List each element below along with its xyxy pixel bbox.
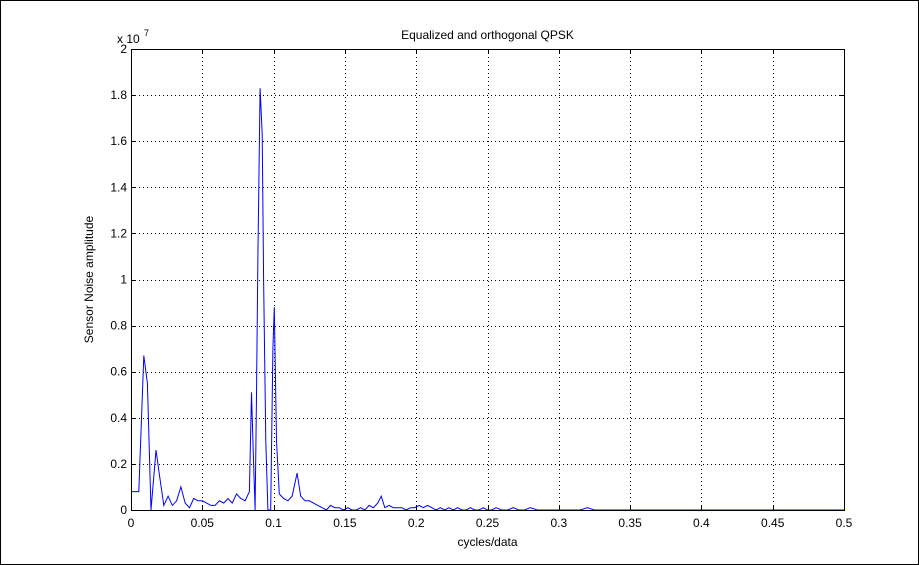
x-tick-labels: 0 0.05 0.1 0.15 0.2 0.25 0.3 0.35 0.4 0.45 0.5: [128, 516, 853, 530]
y-multiplier-exponent: 7: [144, 28, 149, 38]
x-tick-label: 0.1: [265, 516, 282, 530]
y-tick-label: 0.2: [110, 457, 127, 471]
y-tick-label: 1.8: [110, 88, 127, 102]
x-tick-label: 0.2: [408, 516, 425, 530]
y-multiplier-base: x 10: [117, 32, 140, 46]
y-tick-label: 1.4: [110, 180, 127, 194]
x-axis-label: cycles/data: [457, 535, 517, 549]
x-tick-label: 0.25: [476, 516, 500, 530]
y-tick-label: 0.8: [110, 319, 127, 333]
y-tick-label: 0.4: [110, 411, 127, 425]
x-tick-label: 0.05: [191, 516, 215, 530]
x-tick-label: 0.35: [618, 516, 642, 530]
y-tick-labels: 0 0.2 0.4 0.6 0.8 1 1.2 1.4 1.6 1.8 2: [110, 42, 127, 517]
y-tick-label: 1.6: [110, 134, 127, 148]
grid: [131, 49, 844, 510]
y-axis-label: Sensor Noise amplitude: [82, 215, 96, 343]
x-tick-label: 0: [128, 516, 135, 530]
x-tick-label: 0.15: [333, 516, 357, 530]
x-tick-label: 0.4: [693, 516, 710, 530]
axes-frame: [131, 49, 845, 511]
x-tick-label: 0.3: [550, 516, 567, 530]
y-tick-label: 1.2: [110, 226, 127, 240]
axes-background: [131, 49, 844, 510]
x-tick-label: 0.45: [761, 516, 785, 530]
y-tick-label: 2: [120, 42, 127, 56]
y-tick-label: 1: [120, 273, 127, 287]
y-tick-label: 0.6: [110, 365, 127, 379]
chart-title: Equalized and orthogonal QPSK: [401, 28, 574, 42]
y-multiplier: x 10 7: [117, 28, 149, 46]
x-tick-label: 0.5: [836, 516, 853, 530]
axis-ticks: [131, 49, 845, 511]
y-tick-label: 0: [120, 503, 127, 517]
